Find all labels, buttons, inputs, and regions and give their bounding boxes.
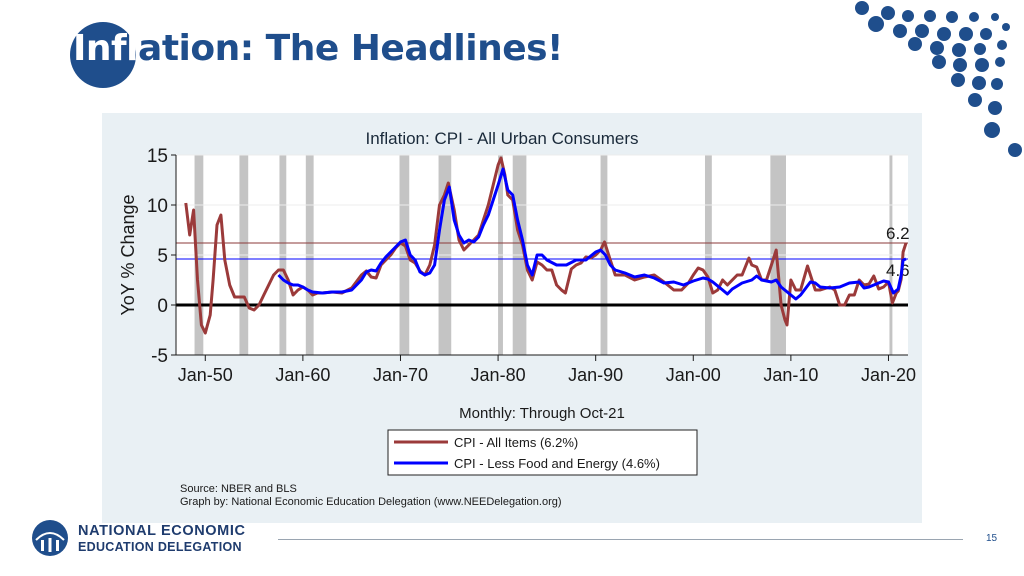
x-tick-label: Jan-00	[666, 365, 721, 385]
decoration-dot	[881, 6, 895, 20]
x-tick-label: Jan-20	[861, 365, 916, 385]
decoration-dot	[1002, 23, 1010, 31]
decoration-dot	[974, 43, 986, 55]
decoration-dot	[937, 27, 951, 41]
decoration-dot	[932, 55, 946, 69]
x-tick-label: Jan-80	[471, 365, 526, 385]
y-tick-label: 0	[157, 296, 168, 317]
series-lines	[184, 156, 908, 335]
decoration-dot	[953, 58, 967, 72]
decoration-dot	[915, 24, 929, 38]
decoration-dot	[952, 43, 966, 57]
source-note: Source: NBER and BLS	[180, 483, 297, 495]
y-tick-label: 15	[147, 146, 168, 167]
decoration-dot	[995, 57, 1005, 67]
cpi-line-chart: 6.2 4.6 15 10 5 0 -5 Jan-50 Jan-60 Jan-70 Jan-80 J…	[118, 129, 916, 508]
x-tick-label: Jan-10	[763, 365, 818, 385]
x-tick-label: Jan-70	[373, 365, 428, 385]
decoration-dot	[959, 27, 973, 41]
y-tick-label: 5	[157, 246, 168, 267]
legend-box	[387, 429, 698, 476]
decoration-dot	[868, 16, 884, 32]
org-name: NATIONAL ECONOMIC EDUCATION DELEGATION	[78, 523, 246, 555]
decoration-dot	[975, 58, 989, 72]
decoration-dot	[968, 93, 982, 107]
graph-credit-note: Graph by: National Economic Education De…	[180, 496, 562, 508]
reference-line-label: 6.2	[886, 224, 910, 243]
decoration-dot	[908, 37, 922, 51]
decoration-dot	[991, 13, 999, 21]
dot-pattern-decoration	[855, 1, 1022, 157]
x-tick-label: Jan-60	[275, 365, 330, 385]
x-tick-label: Jan-90	[568, 365, 623, 385]
slide-title-prefix: Infl	[73, 28, 139, 69]
legend: CPI - All Items (6.2%) CPI - Less Food a…	[387, 429, 698, 476]
decoration-dot	[924, 10, 936, 22]
decoration-dot	[902, 10, 914, 22]
y-tick-label: 10	[147, 196, 168, 217]
decoration-dot	[997, 40, 1007, 50]
decoration-dot	[991, 78, 1003, 90]
decoration-dot	[946, 11, 958, 23]
axes: 15 10 5 0 -5 Jan-50 Jan-60 Jan-70 Jan-80 Jan-90 Ja…	[147, 146, 916, 385]
legend-label-all-items: CPI - All Items (6.2%)	[454, 435, 578, 450]
x-tick-label: Jan-50	[178, 365, 233, 385]
legend-label-core: CPI - Less Food and Energy (4.6%)	[454, 456, 660, 471]
decoration-dot	[972, 76, 986, 90]
decoration-dot	[1008, 143, 1022, 157]
decoration-dot	[855, 1, 869, 15]
slide-title: Inflation: The Headlines!	[73, 28, 563, 69]
decoration-dot	[984, 122, 1000, 138]
y-axis-label: YoY % Change	[118, 194, 138, 315]
decoration-dot	[930, 41, 944, 55]
slide-title-rest: ation: The Headlines!	[138, 28, 563, 69]
series-line	[184, 156, 908, 335]
page-number: 15	[986, 533, 998, 544]
decoration-dot	[980, 28, 992, 40]
need-logo-icon	[32, 520, 68, 556]
decoration-dot	[893, 24, 907, 38]
x-axis-label: Monthly: Through Oct-21	[459, 405, 625, 422]
org-name-line2: EDUCATION DELEGATION	[78, 540, 242, 554]
reference-line-label: 4.6	[886, 261, 910, 280]
series-line	[277, 167, 907, 301]
chart-panel: 6.2 4.6 15 10 5 0 -5 Jan-50 Jan-60 Jan-70 Jan-80 J…	[102, 113, 922, 523]
decoration-dot	[988, 101, 1002, 115]
chart-title: Inflation: CPI - All Urban Consumers	[365, 129, 638, 148]
footer-divider	[278, 539, 963, 540]
decoration-dot	[951, 73, 965, 87]
title-circle-decoration	[70, 22, 136, 88]
y-tick-label: -5	[151, 346, 168, 367]
org-name-line1: NATIONAL ECONOMIC	[78, 523, 246, 539]
decoration-dot	[969, 12, 979, 22]
